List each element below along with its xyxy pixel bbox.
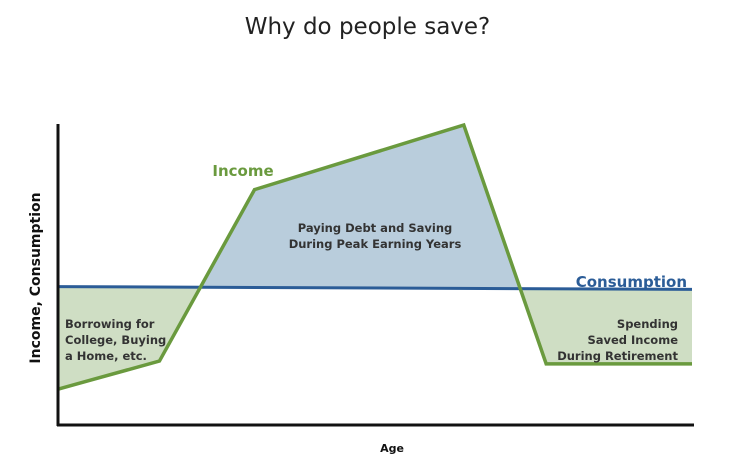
annotation-retirement-line: Spending <box>617 317 678 331</box>
annotation-retirement: Spending Saved Income During Retirement <box>557 317 678 363</box>
page-title: Why do people save? <box>244 14 491 40</box>
annotation-borrowing: Borrowing for College, Buying a Home, etc. <box>65 317 166 363</box>
area-retirement <box>520 288 692 364</box>
area-fills <box>58 125 692 390</box>
legend-income: Income <box>212 162 273 180</box>
series-lines <box>57 122 693 391</box>
annotation-saving: Paying Debt and Saving During Peak Earnin… <box>289 221 462 251</box>
x-axis-label: Age <box>380 442 404 455</box>
annotation-retirement-line: During Retirement <box>557 349 678 363</box>
axes <box>56 124 694 427</box>
income-line <box>57 122 692 391</box>
annotation-retirement-line: Saved Income <box>587 333 678 347</box>
area-saving <box>200 125 521 289</box>
annotation-borrowing-line: Borrowing for <box>65 317 155 331</box>
annotation-borrowing-line: College, Buying <box>65 333 166 347</box>
legend-consumption: Consumption <box>576 273 687 291</box>
area-borrowing <box>58 286 201 390</box>
annotation-saving-line: Paying Debt and Saving <box>298 221 453 235</box>
y-axis-label: Income, Consumption <box>28 192 44 363</box>
annotation-saving-line: During Peak Earning Years <box>289 237 462 251</box>
annotations: Income, Consumption Age Income Consumption B… <box>28 162 687 455</box>
consumption-line <box>57 285 693 291</box>
annotation-borrowing-line: a Home, etc. <box>65 349 147 363</box>
